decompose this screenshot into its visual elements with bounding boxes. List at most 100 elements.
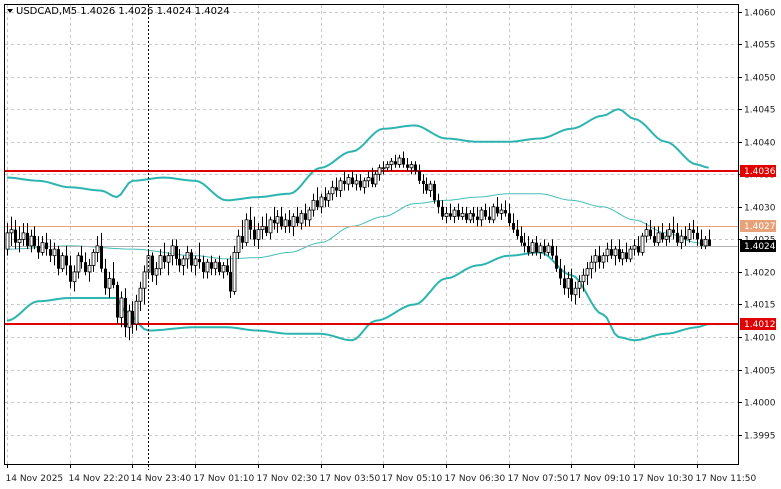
candle-body-down	[226, 265, 229, 272]
candle-body-up	[573, 287, 578, 296]
candle-body-down	[202, 262, 205, 272]
candle-body-up	[593, 255, 598, 263]
candle	[202, 255, 205, 279]
x-tick-label: 14 Nov 23:40	[131, 474, 192, 484]
candle	[418, 164, 421, 185]
y-tick-label: 1.4050	[744, 74, 776, 84]
candle	[273, 206, 276, 230]
level-price-tag: 1.4036	[740, 165, 776, 177]
candle	[535, 236, 538, 256]
candle	[573, 281, 578, 305]
candle	[131, 301, 134, 334]
candle	[241, 219, 244, 250]
candle	[452, 206, 457, 224]
candle	[381, 161, 386, 175]
candle-body-down	[488, 216, 491, 220]
candle	[134, 294, 139, 331]
candle	[479, 206, 484, 227]
candle-body-up	[620, 252, 625, 260]
candle-body-down	[465, 213, 468, 220]
candle	[119, 291, 124, 328]
candle	[610, 239, 613, 259]
candle-body-up	[158, 255, 163, 270]
candle	[570, 268, 573, 302]
candle-body-down	[351, 177, 354, 185]
candle	[236, 229, 241, 259]
candle	[628, 245, 633, 263]
candle-body-up	[362, 180, 367, 188]
candle	[112, 262, 115, 289]
level-price-tag: 1.4012	[740, 318, 776, 330]
candle-body-up	[530, 242, 535, 253]
candle	[618, 239, 621, 263]
candle	[260, 216, 265, 240]
candle-body-down	[69, 265, 72, 282]
candle-body-down	[253, 229, 256, 240]
candle	[371, 167, 374, 188]
x-tick-label: 14 Nov 2025	[6, 474, 64, 484]
candle-body-down	[178, 258, 181, 266]
candle	[198, 242, 201, 269]
candle-body-up	[291, 216, 296, 227]
candle	[26, 223, 29, 250]
candle-body-up	[566, 278, 571, 289]
candle	[700, 229, 703, 250]
candle-body-up	[72, 271, 77, 283]
candle-body-down	[696, 232, 699, 240]
candle	[104, 258, 107, 295]
candle-body-up	[366, 177, 371, 182]
candle	[319, 193, 324, 214]
candle-body-down	[414, 164, 417, 172]
candle	[496, 197, 499, 217]
candle-body-up	[127, 310, 132, 328]
candle-body-up	[338, 180, 343, 191]
candle-body-down	[559, 268, 562, 279]
candle	[283, 213, 288, 233]
candle-body-up	[373, 173, 378, 185]
candle-body-down	[198, 258, 201, 263]
candle	[304, 203, 307, 227]
candle-body-down	[555, 255, 558, 269]
candle-body-down	[563, 278, 566, 289]
candle	[326, 190, 331, 207]
candle-body-up	[377, 167, 382, 175]
candle	[538, 242, 543, 259]
candle-body-down	[229, 271, 232, 292]
candle-body-down	[80, 255, 83, 263]
candle	[158, 249, 163, 276]
candle	[625, 242, 628, 263]
candle	[397, 154, 402, 168]
y-tick-label: 1.4030	[744, 204, 776, 214]
candle	[679, 229, 684, 250]
candle-body-up	[146, 255, 151, 273]
candle	[163, 242, 166, 269]
candle-body-down	[37, 245, 40, 253]
candle	[49, 239, 52, 263]
candle	[484, 203, 487, 220]
candle-body-up	[205, 261, 210, 273]
candle	[291, 213, 296, 237]
candle	[409, 161, 414, 175]
candle	[142, 265, 147, 305]
candle-body-down	[433, 184, 436, 201]
candle-body-up	[60, 255, 65, 270]
candle-body-up	[444, 212, 449, 217]
candle-body-up	[601, 255, 606, 263]
candle-body-down	[394, 161, 397, 165]
candle	[253, 216, 256, 246]
candle-body-up	[181, 258, 186, 266]
candle	[330, 180, 335, 201]
candle-body-down	[692, 229, 695, 233]
candle	[444, 206, 449, 224]
candle-body-up	[244, 219, 249, 244]
candle	[346, 174, 351, 191]
candle-body-down	[672, 229, 675, 233]
lower-band-line	[6, 251, 709, 342]
candle	[311, 193, 316, 217]
dropdown-triangle-icon[interactable]	[7, 9, 13, 13]
candle-body-down	[472, 213, 475, 217]
candle-body-up	[679, 235, 684, 244]
candle	[661, 223, 664, 243]
y-tick-label: 1.4020	[744, 269, 776, 279]
